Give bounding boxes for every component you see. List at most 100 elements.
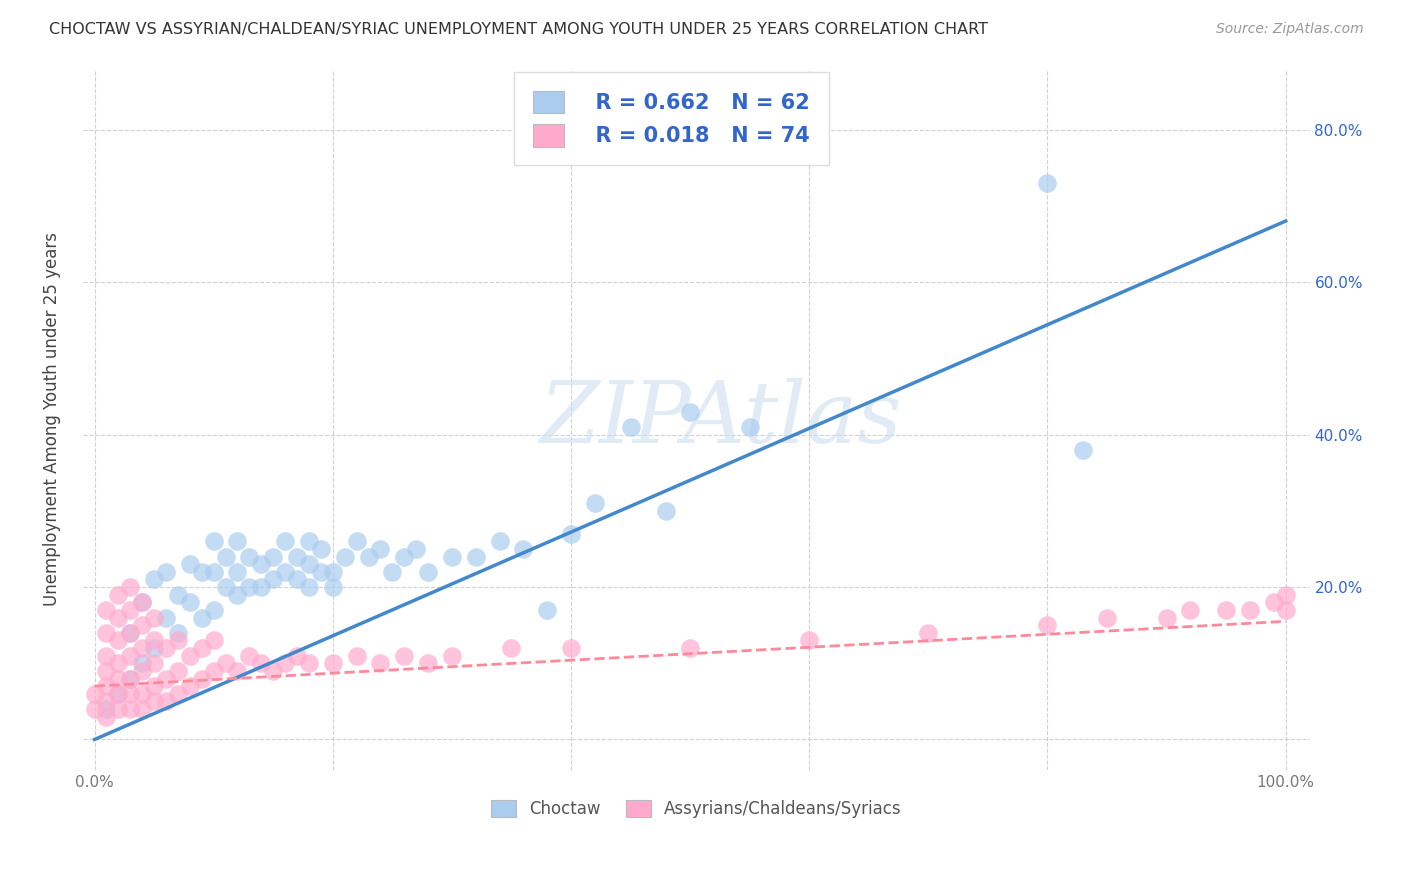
Point [262,664,284,678]
Point [238,549,260,564]
Point [202,633,225,648]
Point [107,702,129,716]
Point [155,565,177,579]
Point [799,633,821,648]
Point [1274,603,1296,617]
Point [214,549,236,564]
Y-axis label: Unemployment Among Youth under 25 years: Unemployment Among Youth under 25 years [44,232,60,607]
Point [202,603,225,617]
Point [179,679,201,693]
Point [143,640,166,655]
Point [191,610,214,624]
Point [191,565,214,579]
Point [226,534,249,549]
Point [120,648,142,663]
Point [107,588,129,602]
Point [143,694,166,708]
Point [250,557,273,571]
Point [274,565,297,579]
Point [131,618,153,632]
Point [285,648,308,663]
Point [619,420,641,434]
Point [416,565,439,579]
Point [202,664,225,678]
Point [96,709,118,723]
Point [298,534,321,549]
Point [96,694,118,708]
Text: ZIPAtlas: ZIPAtlas [540,378,901,460]
Point [131,657,153,671]
Point [238,580,260,594]
Point [1071,442,1094,457]
Point [120,603,142,617]
Point [405,541,427,556]
Point [1215,603,1237,617]
Point [285,573,308,587]
Point [917,625,939,640]
Point [167,625,190,640]
Point [560,526,582,541]
Point [370,541,392,556]
Point [262,549,284,564]
Point [179,557,201,571]
Point [346,648,368,663]
Point [1263,595,1285,609]
Point [536,603,558,617]
Point [96,702,118,716]
Point [1095,610,1118,624]
Point [274,657,297,671]
Point [143,633,166,648]
Point [583,496,606,510]
Point [1036,618,1059,632]
Point [120,702,142,716]
Point [83,687,105,701]
Point [1180,603,1202,617]
Point [1274,588,1296,602]
Point [202,534,225,549]
Point [131,595,153,609]
Text: Source: ZipAtlas.com: Source: ZipAtlas.com [1216,22,1364,37]
Point [96,625,118,640]
Point [501,640,523,655]
Text: CHOCTAW VS ASSYRIAN/CHALDEAN/SYRIAC UNEMPLOYMENT AMONG YOUTH UNDER 25 YEARS CORR: CHOCTAW VS ASSYRIAN/CHALDEAN/SYRIAC UNEM… [49,22,988,37]
Point [322,657,344,671]
Point [131,664,153,678]
Point [143,573,166,587]
Point [120,580,142,594]
Point [107,672,129,686]
Point [394,648,416,663]
Point [155,610,177,624]
Point [143,657,166,671]
Point [1036,176,1059,190]
Point [167,664,190,678]
Legend: Choctaw, Assyrians/Chaldeans/Syriacs: Choctaw, Assyrians/Chaldeans/Syriacs [484,793,908,825]
Point [238,648,260,663]
Point [107,657,129,671]
Point [120,687,142,701]
Point [143,679,166,693]
Point [107,687,129,701]
Point [309,541,332,556]
Point [167,588,190,602]
Point [250,657,273,671]
Point [96,664,118,678]
Point [120,625,142,640]
Point [179,595,201,609]
Point [96,603,118,617]
Point [679,640,702,655]
Point [464,549,486,564]
Point [167,633,190,648]
Point [107,633,129,648]
Point [346,534,368,549]
Point [262,573,284,587]
Point [333,549,356,564]
Point [167,687,190,701]
Point [226,664,249,678]
Point [155,694,177,708]
Point [107,687,129,701]
Point [155,672,177,686]
Point [155,640,177,655]
Point [131,687,153,701]
Point [226,565,249,579]
Point [285,549,308,564]
